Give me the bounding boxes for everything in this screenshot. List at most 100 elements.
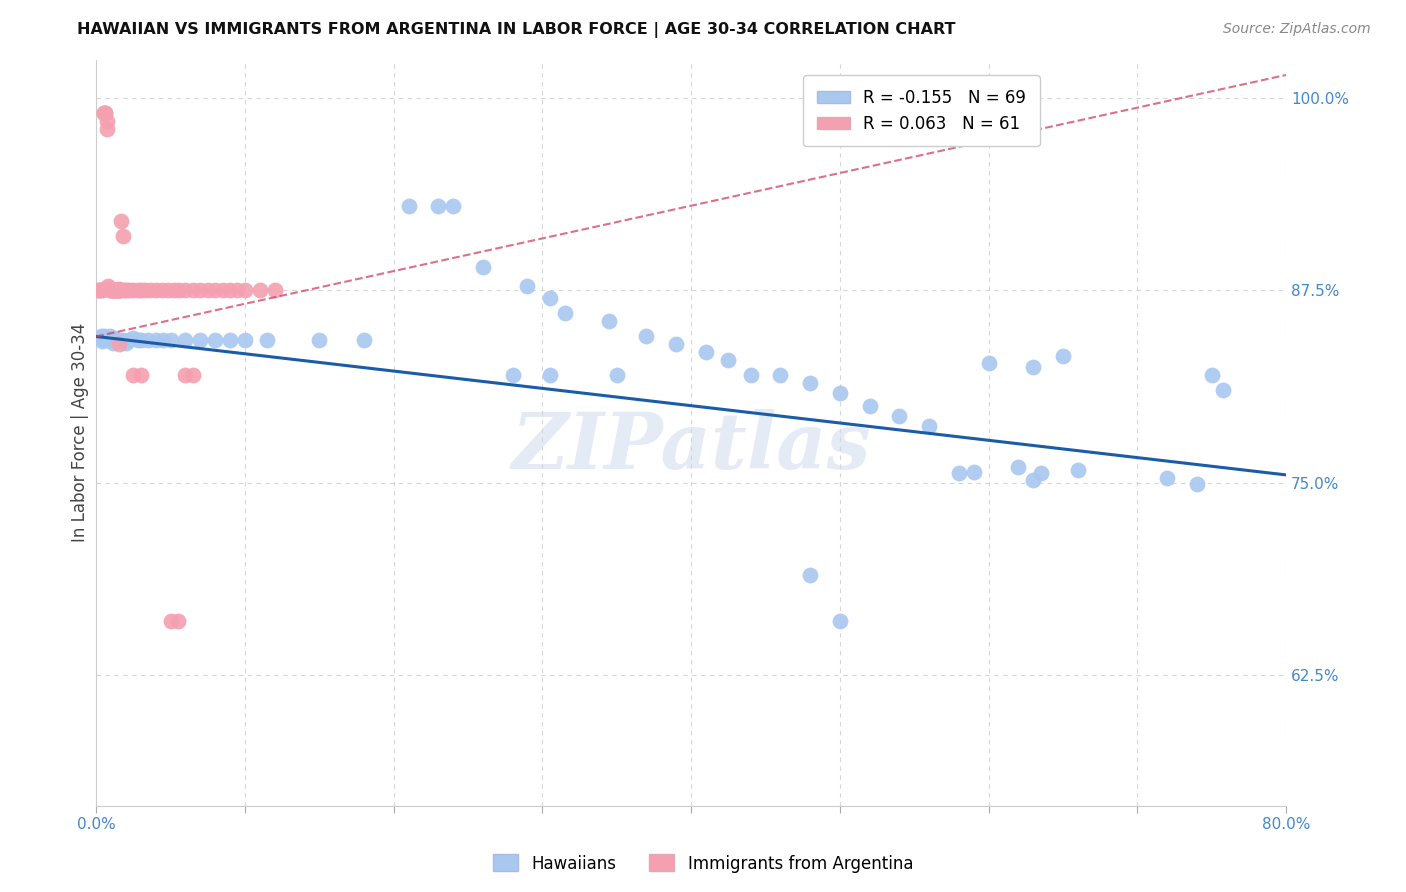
Point (91, 334, 114, 348)
Point (108, 283, 131, 297)
Point (129, 368, 152, 382)
Point (1067, 463, 1090, 477)
Point (139, 283, 162, 297)
Point (104, 283, 127, 297)
Point (889, 409, 911, 424)
Point (114, 283, 136, 297)
Point (828, 614, 851, 628)
Point (150, 283, 173, 297)
Point (89, 283, 111, 297)
Point (717, 352, 740, 367)
Point (799, 376, 821, 390)
Point (162, 283, 184, 297)
Point (107, 337, 129, 351)
Point (110, 214, 132, 228)
Point (233, 333, 256, 347)
Point (159, 614, 181, 628)
Point (159, 333, 181, 347)
Point (204, 333, 226, 347)
Point (188, 333, 211, 347)
Point (538, 368, 561, 382)
Point (636, 329, 658, 343)
Point (211, 283, 233, 297)
Point (174, 283, 197, 297)
Point (219, 333, 242, 347)
Point (948, 467, 970, 481)
Point (538, 291, 561, 305)
Point (188, 283, 211, 297)
Point (606, 368, 628, 382)
Point (97, 333, 120, 347)
Point (103, 283, 125, 297)
Point (169, 283, 191, 297)
Text: ZIPatlas: ZIPatlas (512, 409, 870, 486)
Point (105, 283, 128, 297)
Y-axis label: In Labor Force | Age 30-34: In Labor Force | Age 30-34 (72, 323, 89, 542)
Point (769, 368, 792, 382)
Point (918, 418, 941, 433)
Point (103, 331, 125, 345)
Point (828, 386, 851, 401)
Point (516, 278, 538, 293)
Point (256, 333, 278, 347)
Point (1201, 368, 1223, 382)
Point (740, 368, 762, 382)
Point (799, 567, 821, 582)
Point (204, 283, 226, 297)
Point (115, 335, 138, 350)
Point (104, 283, 127, 297)
Point (665, 337, 688, 351)
Point (353, 333, 375, 347)
Point (115, 283, 138, 297)
Point (111, 229, 134, 244)
Point (93, 106, 115, 120)
Point (136, 333, 159, 347)
Point (105, 333, 128, 347)
Point (129, 333, 152, 347)
Point (96, 121, 118, 136)
Point (308, 333, 330, 347)
Point (101, 283, 124, 297)
Point (226, 283, 249, 297)
Point (174, 333, 197, 347)
Point (93, 329, 115, 343)
Point (96, 114, 118, 128)
Text: HAWAIIAN VS IMMIGRANTS FROM ARGENTINA IN LABOR FORCE | AGE 30-34 CORRELATION CHA: HAWAIIAN VS IMMIGRANTS FROM ARGENTINA IN… (77, 22, 956, 38)
Point (127, 283, 149, 297)
Point (181, 368, 204, 382)
Point (94, 106, 117, 120)
Point (598, 314, 620, 328)
Point (91, 283, 114, 297)
Text: Source: ZipAtlas.com: Source: ZipAtlas.com (1223, 22, 1371, 37)
Point (90, 283, 112, 297)
Point (96, 331, 118, 345)
Point (152, 333, 174, 347)
Point (1185, 477, 1208, 491)
Point (107, 334, 129, 348)
Point (181, 283, 204, 297)
Point (108, 333, 131, 347)
Point (98, 283, 121, 297)
Point (233, 283, 256, 297)
Legend: Hawaiians, Immigrants from Argentina: Hawaiians, Immigrants from Argentina (486, 847, 920, 880)
Point (94, 333, 117, 347)
Point (174, 368, 197, 382)
Point (98, 283, 121, 297)
Point (100, 333, 122, 347)
Point (1156, 471, 1178, 485)
Point (118, 283, 141, 297)
Point (105, 283, 128, 297)
Point (145, 283, 167, 297)
Point (104, 333, 127, 347)
Point (962, 465, 984, 479)
Point (554, 306, 576, 320)
Point (471, 260, 494, 275)
Point (127, 333, 149, 347)
Point (100, 283, 122, 297)
Point (1029, 467, 1052, 481)
Point (977, 356, 1000, 370)
Point (97, 278, 120, 293)
Point (122, 331, 145, 345)
Point (108, 283, 131, 297)
Point (1007, 460, 1029, 475)
